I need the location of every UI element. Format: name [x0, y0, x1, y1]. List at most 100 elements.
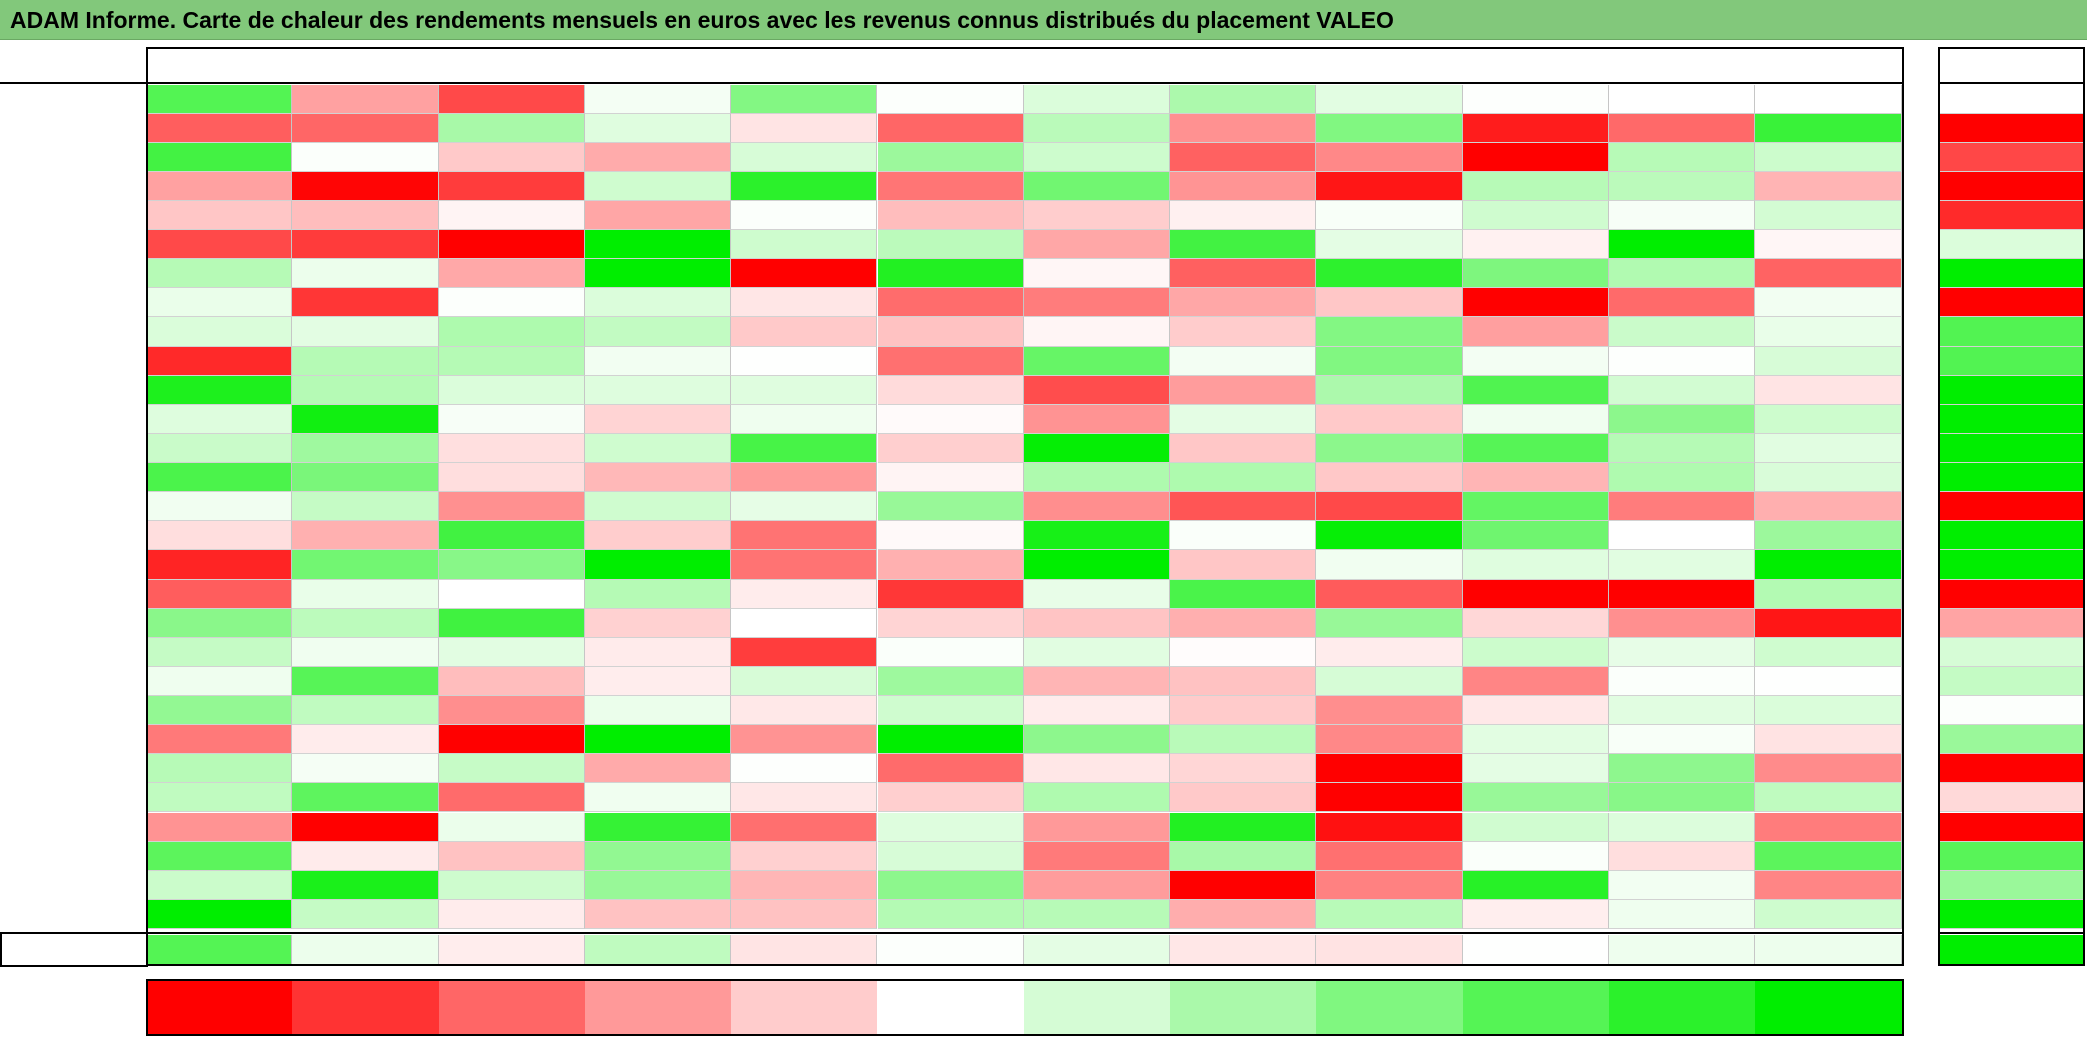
- heatmap-cell: [1462, 899, 1609, 929]
- year-label: [0, 900, 146, 929]
- heatmap-cell: [1023, 404, 1171, 434]
- heatmap-cell: [292, 404, 439, 434]
- heatmap-cell: [1755, 754, 1902, 784]
- heatmap-cell: [1609, 725, 1756, 755]
- heatmap-cell: [292, 579, 439, 609]
- heatmap-cell: [1170, 200, 1317, 231]
- heatmap-cell: [1462, 666, 1609, 696]
- annual-cell: [1940, 346, 2085, 376]
- average-label: [0, 935, 146, 965]
- heatmap-cell: [1316, 870, 1463, 900]
- heatmap-cell: [438, 812, 585, 842]
- heatmap-cell: [1609, 200, 1756, 231]
- color-scale-swatch: [1609, 980, 1756, 1035]
- page-title: ADAM Informe. Carte de chaleur des rende…: [0, 0, 2087, 40]
- heatmap-cell: [1462, 637, 1609, 667]
- heatmap-cell: [1316, 288, 1463, 318]
- heatmap-cell: [1316, 521, 1463, 551]
- heatmap-cell: [1462, 870, 1609, 900]
- heatmap-cell: [292, 637, 439, 667]
- annual-cell: [1940, 783, 2085, 813]
- heatmap-cell: [1755, 725, 1902, 755]
- heatmap-cell: [1023, 812, 1171, 842]
- heatmap-cell: [146, 200, 293, 231]
- annual-cell: [1940, 288, 2085, 318]
- heatmap-cell: [731, 171, 878, 201]
- heatmap-cell: [731, 783, 878, 813]
- heatmap-cell: [1316, 84, 1463, 114]
- heatmap-cell: [292, 550, 439, 580]
- heatmap-cell: [1170, 725, 1317, 755]
- annual-header: [1940, 50, 2085, 83]
- heatmap-cell: [584, 404, 732, 434]
- month-header: [1170, 50, 1316, 83]
- heatmap-cell: [438, 171, 585, 201]
- heatmap-cell: [1023, 84, 1171, 114]
- heatmap-cell: [1316, 113, 1463, 143]
- average-cell: [877, 935, 1024, 965]
- heatmap-cell: [146, 404, 293, 434]
- heatmap-cell: [1316, 783, 1463, 813]
- heatmap-cell: [1462, 812, 1609, 842]
- heatmap-cell: [877, 754, 1024, 784]
- heatmap-cell: [1170, 666, 1317, 696]
- heatmap-cell: [1462, 200, 1609, 231]
- heatmap-cell: [1755, 463, 1902, 493]
- heatmap-cell: [877, 666, 1024, 696]
- month-header: [1609, 50, 1755, 83]
- heatmap-cell: [292, 841, 439, 871]
- month-header: [878, 50, 1024, 83]
- heatmap-cell: [877, 404, 1024, 434]
- heatmap-cell: [1462, 171, 1609, 201]
- year-label: [0, 842, 146, 871]
- heatmap-cell: [1755, 259, 1902, 289]
- heatmap-cell: [731, 579, 878, 609]
- annual-cell: [1940, 113, 2085, 143]
- heatmap-cell: [438, 375, 585, 405]
- year-label: [0, 347, 146, 376]
- annual-cell: [1940, 608, 2085, 638]
- heatmap-cell: [1609, 142, 1756, 172]
- heatmap-cell: [1462, 550, 1609, 580]
- heatmap-cell: [1023, 288, 1171, 318]
- heatmap-cell: [1755, 812, 1902, 842]
- heatmap-cell: [877, 812, 1024, 842]
- heatmap-cell: [731, 550, 878, 580]
- heatmap-cell: [1609, 492, 1756, 522]
- year-label: [0, 288, 146, 317]
- heatmap-cell: [1462, 259, 1609, 289]
- heatmap-cell: [1316, 230, 1463, 260]
- heatmap-cell: [1316, 637, 1463, 667]
- heatmap-cell: [1023, 725, 1171, 755]
- heatmap-cell: [1462, 608, 1609, 638]
- heatmap-cell: [1316, 579, 1463, 609]
- annual-cell: [1940, 84, 2085, 114]
- heatmap-cell: [1170, 637, 1317, 667]
- heatmap-cell: [1023, 259, 1171, 289]
- heatmap-cell: [438, 725, 585, 755]
- heatmap-cell: [584, 579, 732, 609]
- month-header: [1024, 50, 1170, 83]
- heatmap-cell: [1755, 841, 1902, 871]
- heatmap-cell: [1170, 754, 1317, 784]
- heatmap-cell: [877, 346, 1024, 376]
- average-cell: [1023, 935, 1171, 965]
- heatmap-cell: [1609, 637, 1756, 667]
- color-scale-swatch: [877, 980, 1024, 1035]
- heatmap-cell: [1170, 113, 1317, 143]
- annual-cell: [1940, 230, 2085, 260]
- year-label: [0, 813, 146, 842]
- heatmap-cell: [1316, 899, 1463, 929]
- heatmap-cell: [877, 171, 1024, 201]
- heatmap-cell: [1755, 870, 1902, 900]
- heatmap-cell: [1316, 463, 1463, 493]
- heatmap-cell: [731, 404, 878, 434]
- heatmap-cell: [1462, 404, 1609, 434]
- heatmap-cell: [877, 637, 1024, 667]
- heatmap-cell: [438, 870, 585, 900]
- annual-cell: [1940, 870, 2085, 900]
- heatmap-cell: [1462, 113, 1609, 143]
- heatmap-cell: [584, 725, 732, 755]
- heatmap-cell: [1316, 404, 1463, 434]
- heatmap-cell: [1609, 375, 1756, 405]
